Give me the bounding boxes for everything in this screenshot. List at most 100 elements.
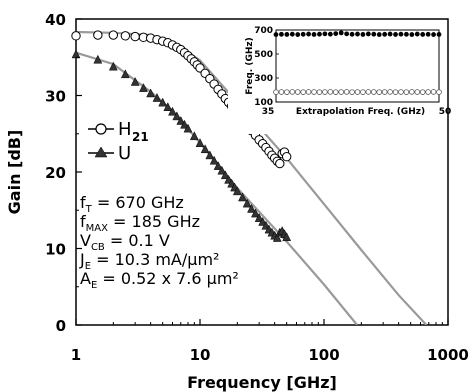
h21-point <box>93 30 103 40</box>
u-point <box>247 203 256 213</box>
u-point <box>189 131 199 141</box>
inset-x-tick-label: 35 <box>262 107 275 117</box>
inset-ft-point <box>295 32 301 37</box>
inset-fmax-point <box>354 89 361 95</box>
inset-fmax-point <box>409 89 415 95</box>
inset-fmax-point <box>387 89 393 95</box>
inset-ft-point <box>431 32 436 37</box>
inset-fmax-point <box>284 89 290 95</box>
x-tick-label: 100 <box>308 346 339 364</box>
inset-y-tick-label: 500 <box>254 50 273 60</box>
legend-h21-label: H <box>118 119 132 140</box>
inset-y-tick-label: 100 <box>254 98 273 108</box>
inset-fmax-point <box>294 89 301 95</box>
u-point <box>120 69 130 79</box>
inset-fmax-point <box>425 89 431 95</box>
y-tick-label: 30 <box>45 88 66 106</box>
inset-ft-point <box>338 30 344 36</box>
u-point <box>172 111 182 121</box>
inset-fmax-point <box>398 89 404 95</box>
x-tick-label: 10 <box>190 346 211 364</box>
inset-fmax-point <box>343 89 350 95</box>
inset-ft-point <box>409 32 415 37</box>
inset-fmax-point <box>381 89 388 95</box>
h21-point <box>130 31 140 42</box>
inset-ft-point <box>371 31 377 37</box>
inset-fmax-point <box>327 89 334 95</box>
u-point <box>205 150 215 160</box>
inset-ft-point <box>393 32 398 37</box>
u-point <box>152 93 162 102</box>
inset-fmax-point <box>430 89 437 95</box>
u-point <box>139 83 148 92</box>
inset-fmax-point <box>273 89 279 95</box>
inset-fmax-point <box>300 89 306 95</box>
inset-ft-point <box>322 31 328 37</box>
inset-fmax-point <box>338 89 345 95</box>
u-point <box>242 198 252 208</box>
y-tick-label: 20 <box>45 164 66 182</box>
u-point <box>220 170 230 180</box>
inset-ft-point <box>317 31 322 37</box>
inset-x-tick-label: 50 <box>439 107 452 117</box>
inset-ft-point <box>344 31 350 37</box>
inset-y-tick-label: 300 <box>254 74 273 84</box>
inset-fmax-point <box>414 89 421 95</box>
inset-ft-point <box>284 32 290 37</box>
u-point <box>213 161 223 170</box>
inset-ft-point <box>382 31 388 37</box>
annotation-vcb: VCB = 0.1 V <box>80 231 170 253</box>
y-axis-title: Gain [dB] <box>5 130 24 215</box>
u-point <box>217 165 227 175</box>
inset-fmax-point <box>305 89 312 95</box>
inset-fmax-point <box>365 89 372 95</box>
u-point <box>282 232 292 242</box>
u-point <box>130 76 140 86</box>
u-point <box>209 155 219 165</box>
inset-ft-point <box>273 32 279 37</box>
annotation-fmax: fMAX = 185 GHz <box>80 212 200 234</box>
h21-point <box>120 31 131 41</box>
inset-fmax-point <box>419 89 426 95</box>
annotation-ae: AE = 0.52 x 7.6 μm² <box>80 269 239 291</box>
h21-point <box>108 30 119 40</box>
y-tick-label: 10 <box>45 241 66 259</box>
inset-fmax-point <box>311 89 317 95</box>
inset-ft-point <box>311 32 317 37</box>
inset-ft-point <box>404 31 409 37</box>
inset-ft-point <box>365 31 371 37</box>
u-point <box>168 106 177 116</box>
inset-fmax-point <box>289 89 296 95</box>
inset-fmax-point <box>332 89 339 95</box>
annotation-je: JE = 10.3 mA/μm² <box>79 250 219 272</box>
inset-ft-point <box>425 31 431 37</box>
axes: 1 10 100 1000 0 10 20 30 40 Frequency [GHz] Gain [… <box>5 11 469 392</box>
inset-ft-point <box>414 31 420 37</box>
inset-fmax-point <box>360 89 366 95</box>
x-axis-title: Frequency [GHz] <box>187 373 337 392</box>
inset-ft-point <box>376 32 382 37</box>
inset-y-tick-label: 700 <box>254 26 273 36</box>
inset-ft-point <box>398 31 404 37</box>
inset-fmax-point <box>370 89 377 95</box>
u-point <box>183 123 193 133</box>
u-point <box>108 61 118 71</box>
y-tick-label: 0 <box>56 317 66 335</box>
u-point <box>238 192 247 202</box>
inset-ft-point <box>333 31 339 36</box>
annotation-ft: fT = 670 GHz <box>80 193 184 215</box>
inset-chart: 100 300 500 700 35 50 Extrapolation Freq. (GHz… <box>228 24 451 134</box>
legend-u-marker <box>94 146 108 158</box>
inset-ft-point <box>387 31 393 37</box>
u-point <box>158 97 168 107</box>
u-point <box>232 186 242 196</box>
u-point <box>254 213 264 222</box>
inset-ft-point <box>306 31 311 37</box>
inset-fmax-point <box>392 89 399 95</box>
inset-fmax-point <box>322 89 328 95</box>
inset-ft-point <box>279 31 284 37</box>
inset-fmax-point <box>436 89 442 95</box>
inset-ft-point <box>355 31 360 37</box>
u-point <box>195 138 205 147</box>
